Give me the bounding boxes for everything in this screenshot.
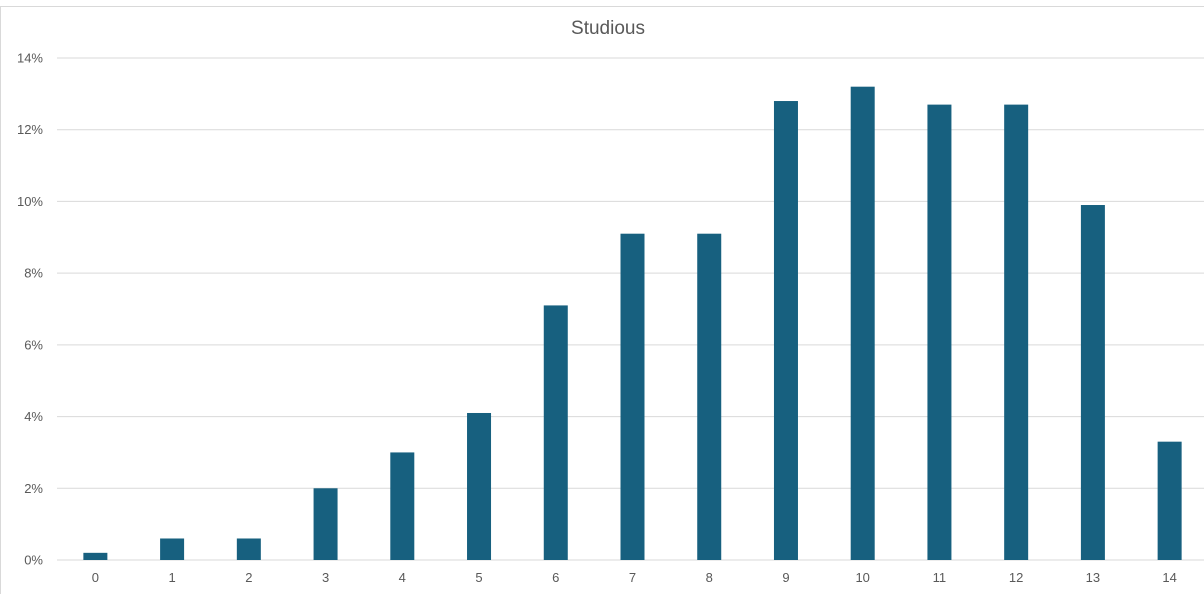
bar-0 [83, 552, 108, 560]
x-tick-label: 1 [168, 570, 175, 585]
x-tick-label: 12 [1009, 570, 1023, 585]
bar-10 [850, 86, 875, 560]
bar-9 [773, 101, 798, 561]
bar-6 [543, 305, 568, 560]
bar-2 [236, 538, 261, 560]
bar-13 [1080, 205, 1105, 560]
x-tick-label: 2 [245, 570, 252, 585]
y-tick-label: 4% [24, 409, 43, 424]
y-tick-label: 12% [17, 122, 43, 137]
bar-3 [313, 488, 338, 560]
y-tick-label: 14% [17, 51, 43, 66]
x-tick-label: 10 [855, 570, 869, 585]
x-tick-label: 0 [92, 570, 99, 585]
x-tick-label: 13 [1086, 570, 1100, 585]
bar-8 [697, 233, 722, 560]
bars [83, 86, 1182, 561]
y-tick-label: 10% [17, 194, 43, 209]
y-tick-label: 6% [24, 337, 43, 352]
y-tick-label: 8% [24, 266, 43, 281]
x-tick-label: 7 [629, 570, 636, 585]
x-tick-label: 4 [399, 570, 406, 585]
x-tick-label: 9 [782, 570, 789, 585]
x-tick-label: 6 [552, 570, 559, 585]
bar-7 [620, 233, 645, 560]
bar-12 [1004, 104, 1029, 560]
x-tick-label: 3 [322, 570, 329, 585]
bar-5 [467, 412, 492, 560]
x-tick-label: 14 [1162, 570, 1176, 585]
y-axis-tick-labels: 0% 2% 4% 6% 8% 10% 12% 14% [17, 51, 43, 568]
y-tick-label: 2% [24, 481, 43, 496]
x-axis-tick-labels: 0 1 2 3 4 5 6 7 8 9 10 11 12 13 14 [92, 570, 1177, 585]
y-tick-label: 0% [24, 553, 43, 568]
x-tick-label: 11 [933, 570, 947, 585]
bar-4 [390, 452, 415, 560]
chart-title: Studious [571, 18, 645, 39]
x-tick-label: 5 [475, 570, 482, 585]
bar-14 [1157, 441, 1182, 560]
bar-11 [927, 104, 952, 560]
x-tick-label: 8 [706, 570, 713, 585]
bar-1 [160, 538, 185, 560]
